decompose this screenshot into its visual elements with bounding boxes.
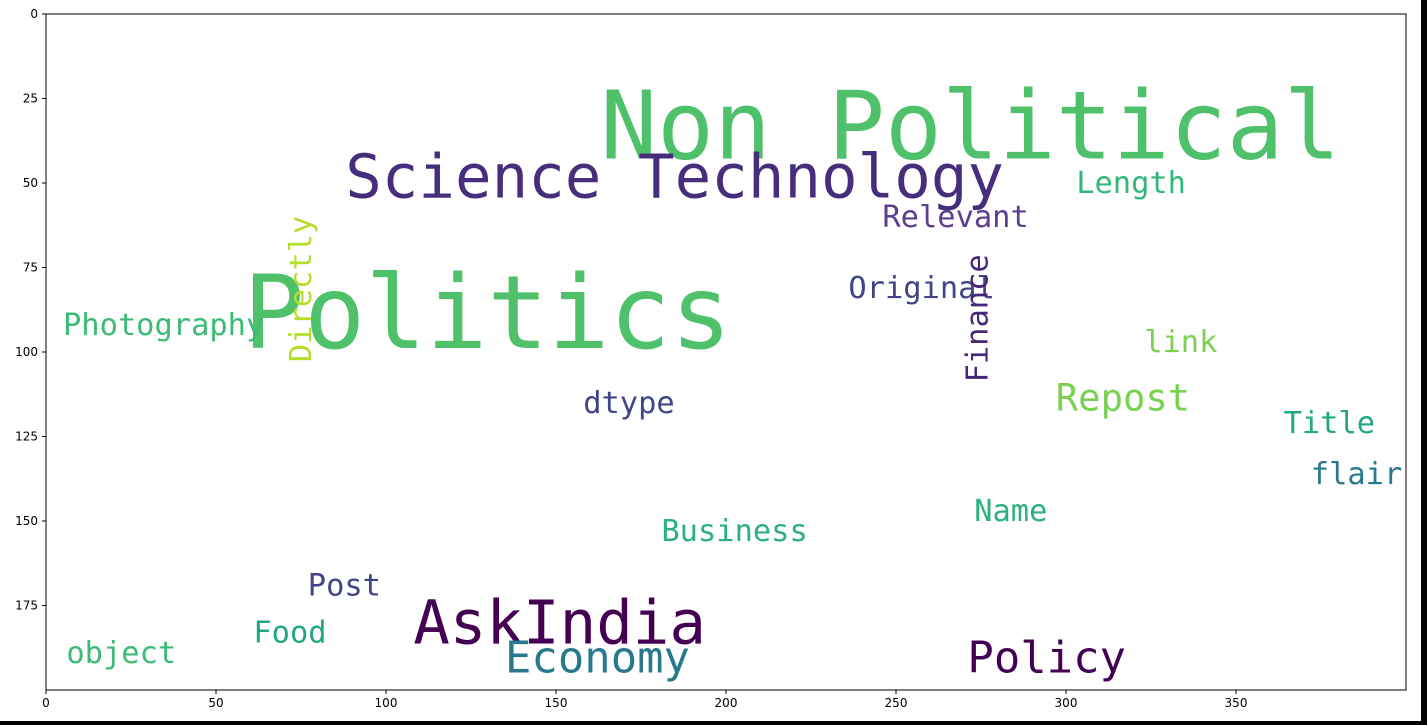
y-tick-label: 25 [23,92,38,106]
word-non-political: Non Political [600,71,1340,181]
word-photography: Photography [63,308,264,343]
word-directly: Directly [284,216,319,362]
word-link: link [1144,325,1217,360]
y-tick-label: 175 [15,599,38,613]
x-tick-label: 200 [715,696,738,710]
word-name: Name [974,494,1047,529]
x-tick-label: 100 [375,696,398,710]
word-finance: Finance [961,254,996,382]
x-tick-label: 250 [885,696,908,710]
x-axis-ticks: 0 50 100 150 200 250 300 350 [42,690,1247,710]
x-tick-label: 300 [1055,696,1078,710]
word-food: Food [253,616,326,651]
word-economy: Economy [505,633,690,684]
x-tick-label: 0 [42,696,50,710]
y-tick-label: 75 [23,261,38,275]
y-tick-label: 100 [15,345,38,359]
x-tick-label: 50 [208,696,223,710]
word-science-technology: Science Technology [345,142,1004,212]
word-original: Original [848,271,994,306]
word-askindia: AskIndia [413,589,706,659]
x-tick-label: 150 [545,696,568,710]
y-axis-ticks: 0 25 50 75 100 125 150 175 [15,7,46,613]
word-business: Business [661,514,807,549]
word-flair: flair [1311,457,1402,492]
y-tick-label: 0 [30,7,38,21]
word-relevant: Relevant [882,200,1028,235]
word-policy: Policy [967,633,1126,684]
x-tick-label: 350 [1225,696,1248,710]
word-repost: Repost [1056,376,1190,420]
word-post: Post [308,568,381,603]
y-tick-label: 150 [15,514,38,528]
y-tick-label: 50 [23,176,38,190]
word-politics: Politics [243,254,731,372]
y-tick-label: 125 [15,430,38,444]
word-object: object [66,636,176,671]
word-length: Length [1076,166,1186,201]
word-dtype: dtype [583,386,674,421]
word-title: Title [1284,406,1375,441]
